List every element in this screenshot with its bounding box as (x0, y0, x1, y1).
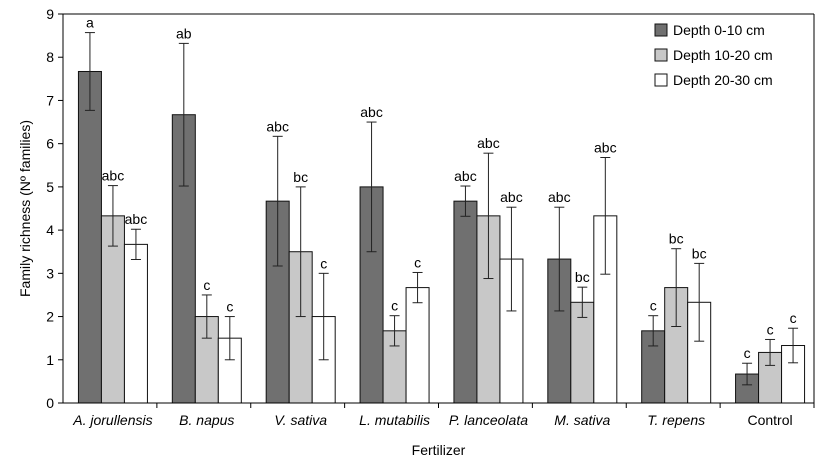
bar (77, 70, 102, 404)
x-category-label: Control (747, 412, 792, 428)
legend-entry: Depth 0-10 cm (673, 22, 765, 38)
significance-label: abc (454, 168, 477, 184)
significance-label: c (203, 277, 210, 293)
x-category-label: B. napus (179, 412, 234, 428)
y-axis-ticks: 0 1 2 3 4 5 6 7 8 9 (46, 6, 63, 411)
x-category-label: L. mutabilis (359, 412, 430, 428)
significance-label: abc (102, 168, 125, 184)
bar (453, 200, 478, 404)
x-axis-category-labels: A. jorullensis B. napus V. sativa L. mutabi… (72, 403, 815, 428)
significance-label: c (414, 254, 421, 270)
significance-label: bc (669, 231, 684, 247)
y-axis-title: Family richness (Nº families) (17, 120, 33, 297)
y-tick-label: 0 (46, 395, 54, 411)
legend-swatch (654, 23, 668, 37)
legend-entry: Depth 20-30 cm (673, 72, 773, 88)
y-tick-label: 7 (46, 92, 54, 108)
y-tick-label: 2 (46, 309, 54, 325)
significance-label: c (790, 310, 797, 326)
x-category-label: P. lanceolata (449, 412, 528, 428)
significance-label: bc (293, 169, 308, 185)
significance-label: c (744, 345, 751, 361)
y-tick-label: 5 (46, 179, 54, 195)
y-tick-label: 8 (46, 49, 54, 65)
x-category-label: V. sativa (274, 412, 327, 428)
legend-swatch (654, 73, 668, 87)
significance-label: c (391, 298, 398, 314)
significance-label: c (767, 321, 774, 337)
significance-label: ab (176, 25, 192, 41)
y-tick-label: 6 (46, 136, 54, 152)
significance-label: c (226, 299, 233, 315)
y-tick-label: 4 (46, 222, 54, 238)
legend: Depth 0-10 cm Depth 10-20 cm Depth 20-30 c… (654, 22, 773, 88)
significance-label: bc (692, 245, 707, 261)
bar (405, 287, 430, 404)
y-tick-label: 3 (46, 265, 54, 281)
significance-label: a (86, 15, 94, 31)
y-tick-label: 1 (46, 352, 54, 368)
bar (123, 243, 148, 404)
significance-label: abc (477, 135, 500, 151)
x-category-label: M. sativa (554, 412, 610, 428)
significance-label: bc (575, 269, 590, 285)
significance-label: abc (266, 118, 289, 134)
significance-label: c (650, 298, 657, 314)
x-category-label: T. repens (647, 412, 705, 428)
x-axis-title: Fertilizer (412, 442, 466, 458)
x-category-label: A. jorullensis (72, 412, 152, 428)
legend-swatch (654, 48, 668, 62)
significance-label: abc (360, 104, 383, 120)
y-tick-label: 9 (46, 6, 54, 22)
significance-label: abc (594, 139, 617, 155)
significance-label: c (320, 255, 327, 271)
legend-entry: Depth 10-20 cm (673, 47, 773, 63)
significance-label: abc (548, 189, 571, 205)
significance-label: abc (125, 211, 148, 227)
significance-label: abc (500, 189, 523, 205)
